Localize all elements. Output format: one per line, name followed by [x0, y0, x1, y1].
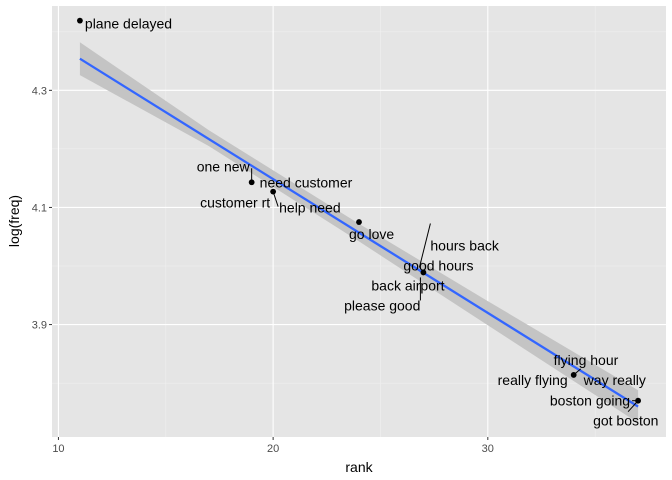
fit-line	[79, 57, 639, 408]
x-tick-label: 30	[482, 443, 494, 455]
point-labels: plane delayed one new need customer custome…	[85, 16, 659, 429]
point-label: plane delayed	[85, 16, 172, 32]
x-axis-title: rank	[345, 459, 373, 475]
y-axis: 3.9 4.1 4.3	[32, 85, 52, 332]
y-tick-label: 4.3	[32, 85, 47, 97]
x-tick-label: 10	[52, 443, 64, 455]
grid-major	[52, 6, 666, 437]
fit-line-layer	[79, 57, 639, 408]
point-label: flying hour	[554, 352, 619, 368]
grid-minor	[52, 6, 666, 437]
point-label: really flying	[498, 372, 568, 388]
data-point	[270, 188, 277, 195]
x-axis: 10 20 30	[52, 437, 494, 455]
point-label: customer rt	[200, 195, 270, 211]
point-label: boston going	[550, 393, 630, 409]
point-label: got boston	[593, 413, 658, 429]
point-label: go love	[349, 226, 394, 242]
point-label: need customer	[260, 174, 353, 190]
data-point	[635, 397, 641, 404]
y-tick-label: 4.1	[32, 202, 47, 214]
data-point	[77, 17, 83, 24]
point-label: way really	[583, 372, 646, 388]
point-label: one new	[197, 158, 251, 174]
point-label: please good	[344, 297, 420, 313]
data-point	[420, 269, 427, 276]
data-point	[570, 372, 577, 378]
x-tick-label: 20	[267, 443, 279, 455]
point-label: back airport	[371, 277, 444, 293]
point-label: help need	[279, 200, 341, 216]
data-points	[77, 17, 641, 404]
data-point	[356, 219, 362, 225]
label-leader-line	[418, 223, 431, 268]
point-label: hours back	[430, 237, 499, 253]
data-point	[248, 179, 255, 186]
y-tick-label: 3.9	[32, 320, 47, 332]
point-label: good hours	[403, 257, 473, 273]
y-axis-title: log(freq)	[6, 195, 22, 247]
